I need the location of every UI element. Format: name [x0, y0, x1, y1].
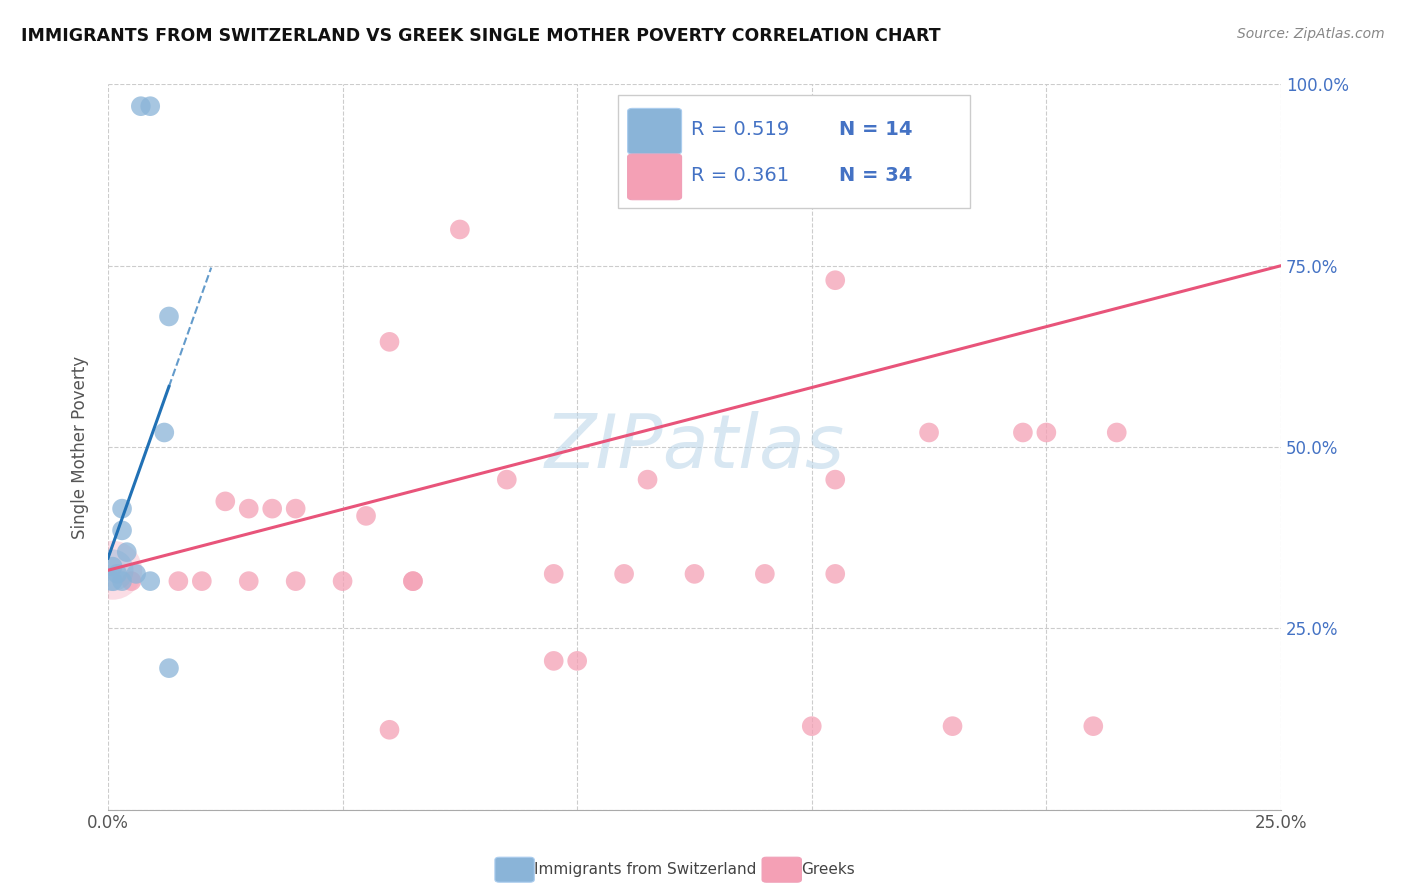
- Point: [402, 574, 425, 588]
- Point: [824, 473, 846, 487]
- Point: [543, 654, 565, 668]
- Point: [495, 473, 517, 487]
- Point: [191, 574, 214, 588]
- Point: [167, 574, 190, 588]
- Point: [284, 501, 307, 516]
- Point: [120, 574, 142, 588]
- Point: [214, 494, 236, 508]
- Text: R = 0.361: R = 0.361: [690, 166, 789, 185]
- Point: [1012, 425, 1035, 440]
- Point: [1105, 425, 1128, 440]
- Point: [918, 425, 941, 440]
- Y-axis label: Single Mother Poverty: Single Mother Poverty: [72, 355, 89, 539]
- Point: [378, 723, 401, 737]
- Text: N = 14: N = 14: [839, 120, 912, 139]
- FancyBboxPatch shape: [619, 95, 970, 208]
- Text: Immigrants from Switzerland: Immigrants from Switzerland: [534, 863, 756, 877]
- Point: [567, 654, 589, 668]
- Text: ZIPatlas: ZIPatlas: [544, 411, 845, 483]
- Text: IMMIGRANTS FROM SWITZERLAND VS GREEK SINGLE MOTHER POVERTY CORRELATION CHART: IMMIGRANTS FROM SWITZERLAND VS GREEK SIN…: [21, 27, 941, 45]
- Point: [1083, 719, 1105, 733]
- FancyBboxPatch shape: [627, 154, 682, 200]
- Point: [157, 661, 180, 675]
- Point: [402, 574, 425, 588]
- Point: [139, 99, 162, 113]
- Text: R = 0.519: R = 0.519: [690, 120, 789, 139]
- Point: [101, 563, 124, 577]
- Point: [101, 563, 124, 577]
- Text: Greeks: Greeks: [801, 863, 855, 877]
- Point: [111, 501, 134, 516]
- Point: [129, 99, 152, 113]
- Point: [332, 574, 354, 588]
- Point: [157, 310, 180, 324]
- Point: [449, 222, 471, 236]
- FancyBboxPatch shape: [627, 108, 682, 154]
- Text: Source: ZipAtlas.com: Source: ZipAtlas.com: [1237, 27, 1385, 41]
- Point: [800, 719, 823, 733]
- Point: [153, 425, 176, 440]
- Point: [824, 273, 846, 287]
- Point: [101, 559, 124, 574]
- Point: [238, 574, 260, 588]
- Point: [941, 719, 963, 733]
- Point: [683, 566, 706, 581]
- Point: [284, 574, 307, 588]
- Point: [111, 524, 134, 538]
- Point: [378, 334, 401, 349]
- Point: [139, 574, 162, 588]
- Point: [1035, 425, 1057, 440]
- Point: [115, 545, 138, 559]
- Text: N = 34: N = 34: [839, 166, 912, 185]
- Point: [543, 566, 565, 581]
- Point: [125, 566, 148, 581]
- Point: [111, 574, 134, 588]
- Point: [238, 501, 260, 516]
- Point: [824, 566, 846, 581]
- Point: [613, 566, 636, 581]
- Point: [354, 508, 377, 523]
- Point: [101, 574, 124, 588]
- Point: [105, 566, 128, 581]
- Point: [637, 473, 659, 487]
- Point: [262, 501, 284, 516]
- Point: [754, 566, 776, 581]
